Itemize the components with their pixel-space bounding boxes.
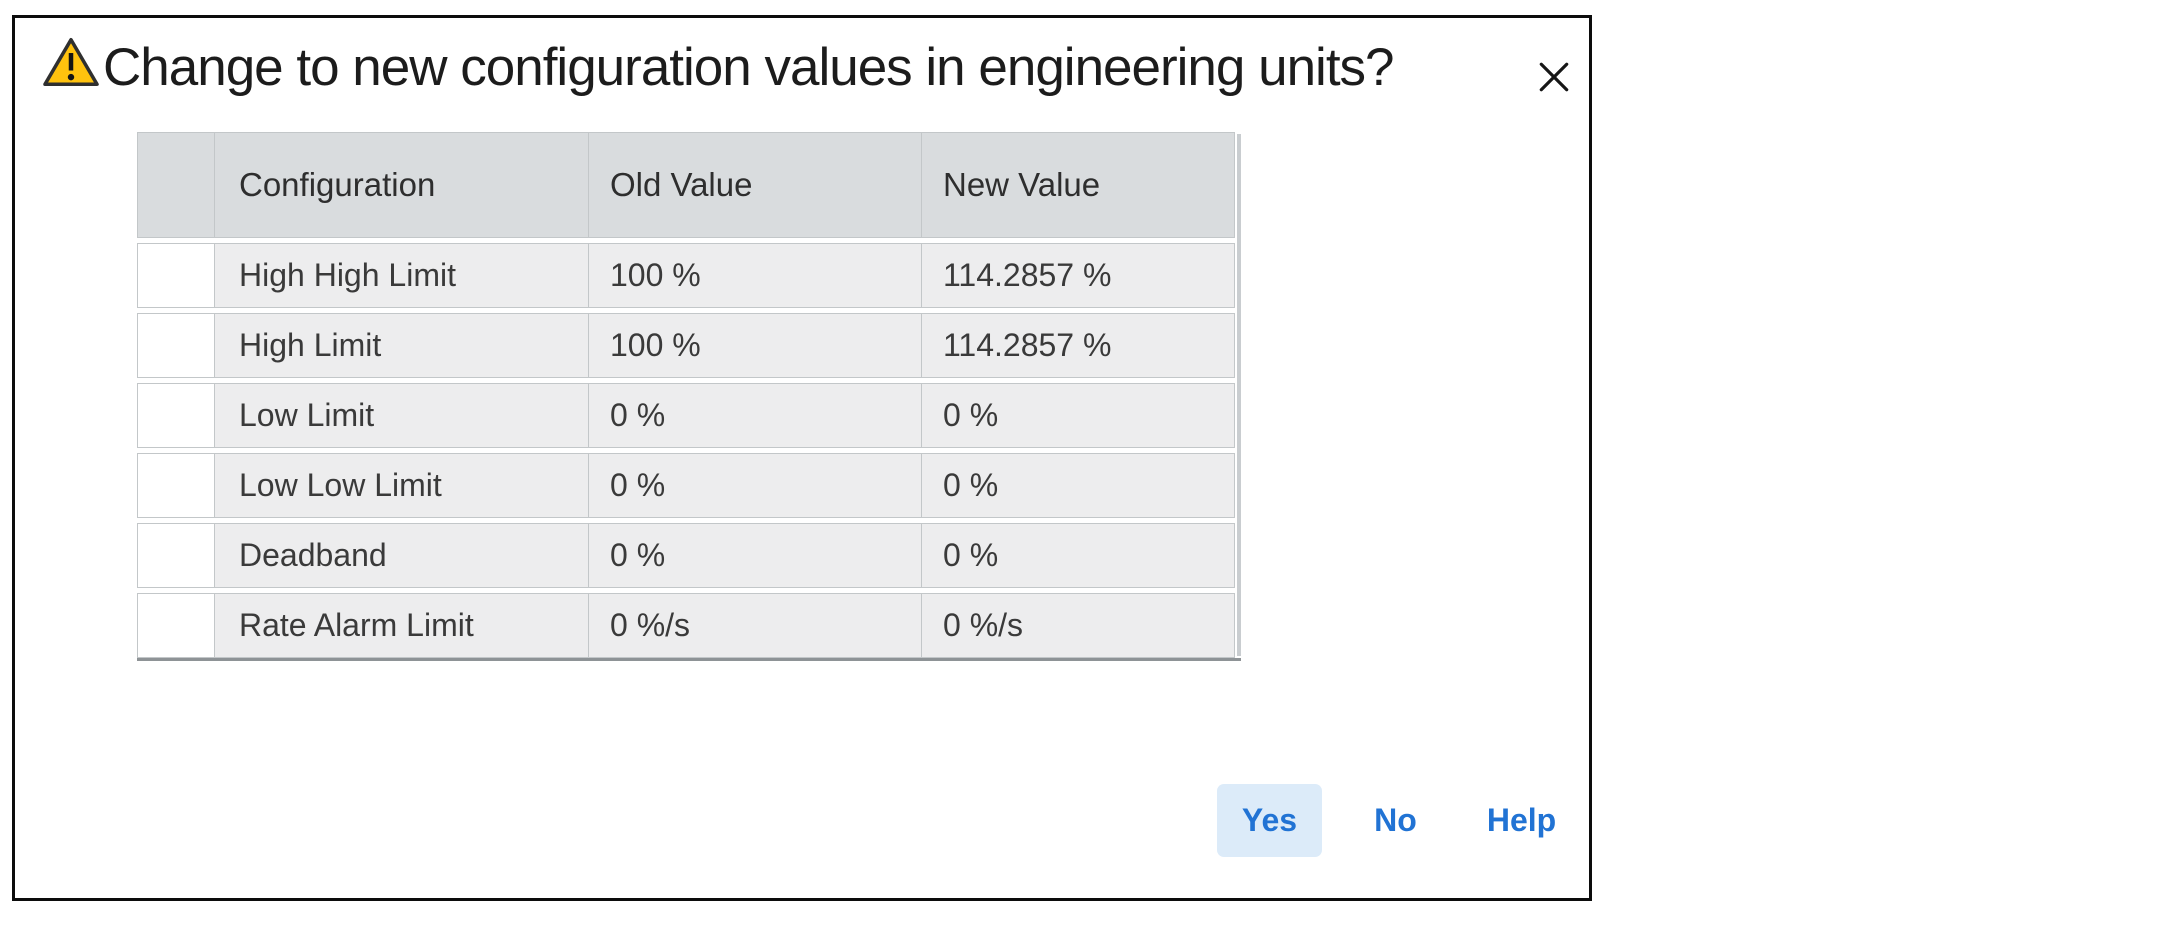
configuration-cell: Deadband — [214, 524, 588, 587]
configuration-cell: High Limit — [214, 314, 588, 377]
row-selector-cell[interactable] — [138, 454, 214, 517]
new-value-cell: 0 %/s — [921, 594, 1234, 657]
old-value-cell: 0 %/s — [588, 594, 921, 657]
old-value-cell: 0 % — [588, 454, 921, 517]
column-header-new-value: New Value — [921, 133, 1234, 237]
confirmation-dialog: Change to new configuration values in en… — [12, 15, 1592, 901]
select-all-cell — [138, 133, 214, 237]
old-value-cell: 100 % — [588, 314, 921, 377]
table-header-row: Configuration Old Value New Value — [137, 132, 1235, 238]
row-selector-cell[interactable] — [138, 524, 214, 587]
old-value-cell: 100 % — [588, 244, 921, 307]
row-selector-cell[interactable] — [138, 244, 214, 307]
new-value-cell: 114.2857 % — [921, 314, 1234, 377]
column-header-configuration: Configuration — [214, 133, 588, 237]
table-row[interactable]: Low Low Limit 0 % 0 % — [137, 453, 1235, 518]
dialog-button-bar: Yes No Help — [1217, 784, 1574, 857]
new-value-cell: 0 % — [921, 524, 1234, 587]
yes-button[interactable]: Yes — [1217, 784, 1322, 857]
column-header-old-value: Old Value — [588, 133, 921, 237]
configuration-table: Configuration Old Value New Value High H… — [137, 132, 1241, 661]
table-row[interactable]: Deadband 0 % 0 % — [137, 523, 1235, 588]
configuration-cell: Low Limit — [214, 384, 588, 447]
table-row[interactable]: High High Limit 100 % 114.2857 % — [137, 243, 1235, 308]
configuration-cell: Rate Alarm Limit — [214, 594, 588, 657]
new-value-cell: 114.2857 % — [921, 244, 1234, 307]
dialog-title: Change to new configuration values in en… — [103, 38, 1395, 97]
table-row[interactable]: High Limit 100 % 114.2857 % — [137, 313, 1235, 378]
row-selector-cell[interactable] — [138, 384, 214, 447]
configuration-cell: High High Limit — [214, 244, 588, 307]
table-bottom-border — [137, 658, 1241, 661]
configuration-cell: Low Low Limit — [214, 454, 588, 517]
row-selector-cell[interactable] — [138, 594, 214, 657]
help-button[interactable]: Help — [1469, 784, 1574, 857]
new-value-cell: 0 % — [921, 384, 1234, 447]
no-button[interactable]: No — [1343, 784, 1448, 857]
row-selector-cell[interactable] — [138, 314, 214, 377]
table-scrollbar-track — [1237, 134, 1241, 656]
warning-icon — [43, 38, 99, 86]
table-row[interactable]: Rate Alarm Limit 0 %/s 0 %/s — [137, 593, 1235, 658]
old-value-cell: 0 % — [588, 524, 921, 587]
old-value-cell: 0 % — [588, 384, 921, 447]
close-button[interactable] — [1529, 52, 1579, 102]
table-row[interactable]: Low Limit 0 % 0 % — [137, 383, 1235, 448]
close-icon — [1539, 62, 1569, 92]
new-value-cell: 0 % — [921, 454, 1234, 517]
